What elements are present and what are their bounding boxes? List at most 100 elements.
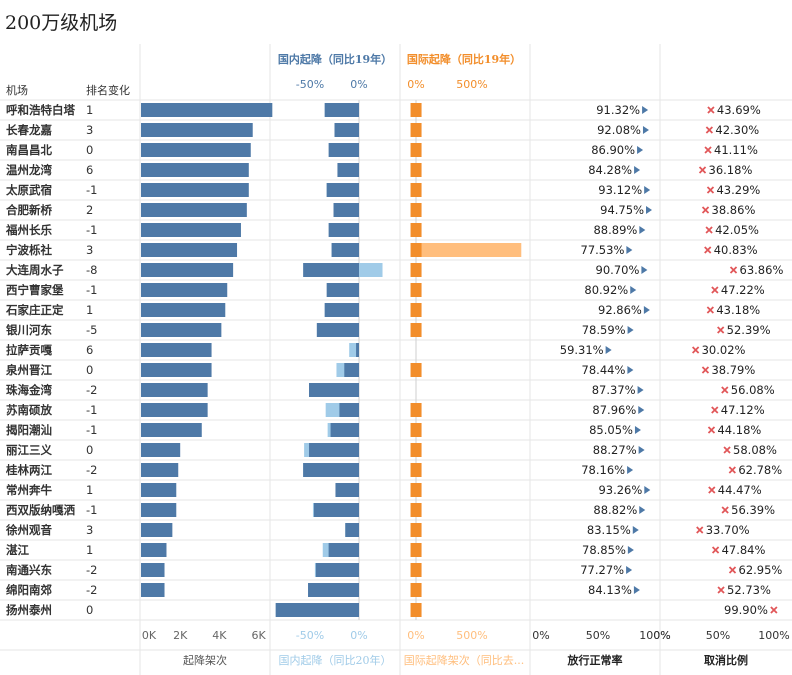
flights-bar (141, 483, 177, 497)
rank-change: 1 (86, 483, 93, 497)
cancel-ratio-label: 52.73% (727, 583, 771, 597)
international-bar (410, 563, 422, 577)
rank-change: -2 (86, 563, 97, 577)
international-bar (410, 443, 422, 457)
release-rate-marker (644, 186, 651, 194)
rank-change: 0 (86, 143, 93, 157)
flights-bar (141, 143, 251, 157)
release-rate-marker (643, 306, 650, 314)
rank-change: 2 (86, 203, 93, 217)
release-rate-marker (634, 166, 641, 174)
cancel-ratio-marker (706, 186, 715, 194)
cancel-ratio-marker (770, 606, 778, 614)
release-rate-label: 78.59% (582, 323, 626, 337)
flights-axis-tick: 6K (251, 629, 266, 642)
cancel-ratio-marker (728, 466, 736, 474)
rank-change: 3 (86, 243, 93, 257)
domestic-2019-bar (345, 523, 359, 537)
domestic-2019-bar (335, 483, 359, 497)
domestic-2019-bar (328, 223, 359, 237)
international-bar (410, 483, 422, 497)
flights-bar (141, 183, 249, 197)
airport-name: 揭阳潮汕 (6, 423, 52, 437)
domestic-2019-bar (344, 363, 359, 377)
cancel-ratio-label: 33.70% (706, 523, 750, 537)
rank-change: -1 (86, 423, 97, 437)
international-bar (410, 423, 422, 437)
international-axis-tick: 0% (407, 629, 424, 642)
international-light-bar (416, 243, 522, 257)
release-rate-label: 94.75% (600, 203, 644, 217)
domestic-2019-bar (328, 143, 359, 157)
rank-change: -8 (86, 263, 97, 277)
rank-change: 1 (86, 303, 93, 317)
cancel-ratio-label: 62.95% (739, 563, 783, 577)
cancel-ratio-marker (705, 126, 714, 134)
release-rate-marker (642, 126, 649, 134)
release-rate-label: 93.26% (598, 483, 642, 497)
domestic-axis-tick: 0% (350, 629, 367, 642)
cancel-ratio-marker (729, 266, 738, 274)
release-rate-marker (634, 426, 641, 434)
release-axis-tick: 50% (586, 629, 610, 642)
rank-change: 0 (86, 443, 93, 457)
international-bar (410, 163, 422, 177)
flights-bar (141, 103, 273, 117)
release-rate-label: 88.82% (593, 503, 637, 517)
domestic-2019-bar (356, 343, 359, 357)
release-rate-label: 88.27% (593, 443, 637, 457)
flights-bar (141, 503, 177, 517)
cancel-ratio-label: 43.69% (717, 103, 761, 117)
cancel-axis-tick: 0% (653, 629, 670, 642)
cancel-axis-tick: 50% (706, 629, 730, 642)
airport-name: 西双版纳嘎洒 (6, 503, 75, 517)
flights-bar (141, 263, 234, 277)
airport-name: 珠海金湾 (6, 383, 52, 397)
flights-bar (141, 123, 253, 137)
international-bar (410, 523, 422, 537)
flights-bottom-header: 起降架次 (183, 653, 227, 667)
release-rate-label: 84.28% (588, 163, 632, 177)
cancel-ratio-label: 42.30% (715, 123, 759, 137)
airport-name: 温州龙湾 (6, 163, 52, 177)
cancel-ratio-label: 56.08% (731, 383, 775, 397)
rank-change: -1 (86, 503, 97, 517)
airport-name: 泉州晋江 (5, 363, 52, 377)
release-rate-marker (646, 206, 653, 214)
domestic-2019-bar (324, 303, 359, 317)
international-bar (410, 103, 422, 117)
flights-bar (141, 523, 173, 537)
flights-bar (141, 163, 249, 177)
rank-change: -5 (86, 323, 97, 337)
cancel-ratio-marker (705, 226, 713, 234)
release-rate-marker (642, 106, 649, 114)
international-bar (410, 463, 422, 477)
release-rate-marker (639, 226, 646, 234)
cancel-ratio-marker (696, 526, 704, 534)
flights-bar (141, 223, 241, 237)
airport-name: 宁波栎社 (6, 243, 52, 257)
cancel-ratio-label: 62.78% (738, 463, 782, 477)
airport-name: 石家庄正定 (5, 303, 64, 317)
rank-change: 6 (86, 343, 93, 357)
airport-column-header: 机场 (6, 83, 28, 97)
cancel-ratio-marker (717, 326, 725, 334)
cancel-ratio-marker (723, 446, 731, 454)
international-bar (410, 243, 422, 257)
flights-bar (141, 323, 222, 337)
cancel-ratio-marker (704, 146, 712, 154)
rank-change: -1 (86, 283, 97, 297)
release-rate-label: 59.31% (560, 343, 604, 357)
flights-bar (141, 303, 226, 317)
flights-bar (141, 383, 208, 397)
release-rate-marker (641, 266, 648, 274)
cancel-ratio-label: 40.83% (714, 243, 758, 257)
domestic-top-tick: -50% (296, 78, 324, 91)
domestic-axis-tick: -50% (296, 629, 324, 642)
airport-name: 湛江 (6, 543, 29, 557)
domestic-2019-bar (339, 403, 359, 417)
cancel-ratio-label: 99.90% (724, 603, 768, 617)
release-rate-marker (626, 246, 633, 254)
cancel-bottom-header: 取消比例 (704, 653, 748, 667)
airport-name: 长春龙嘉 (6, 123, 52, 137)
